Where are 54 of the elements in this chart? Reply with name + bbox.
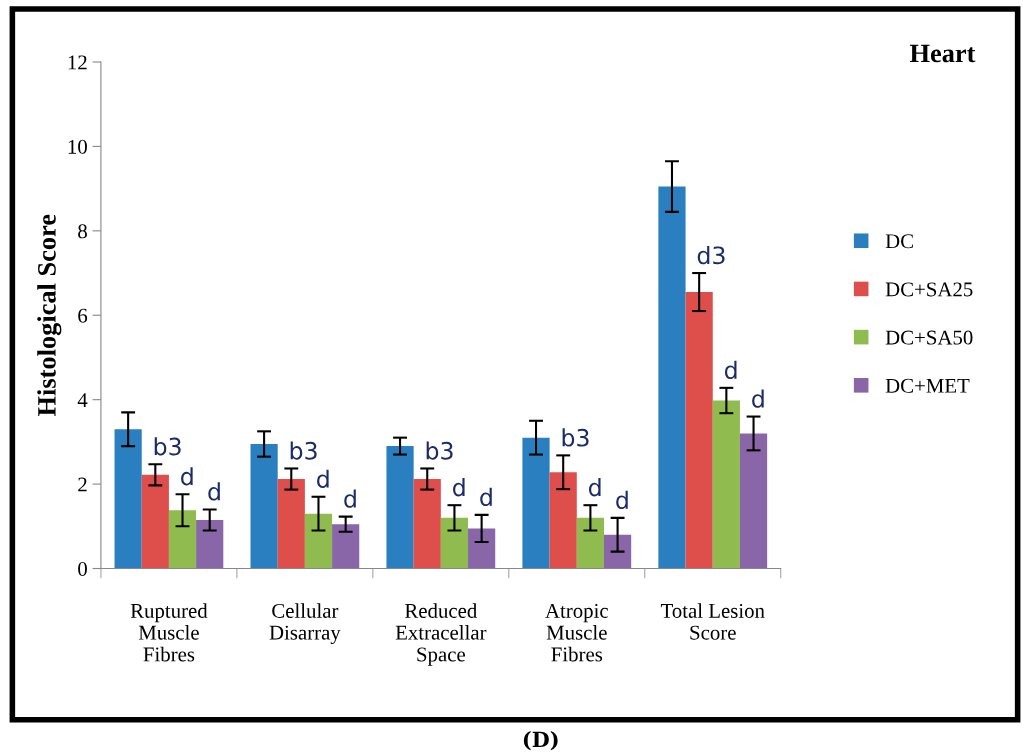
x-tick-label: Cellular Disarray [269,603,341,644]
legend-label: DC+MET [885,378,970,393]
y-axis-title: Histological Score [37,214,62,417]
bar [168,510,197,569]
x-tick-label: Reduced Extracellar Space [395,603,487,666]
data-label: d [453,478,465,497]
y-tick-label: 12 [68,55,87,70]
bar [304,513,333,569]
y-tick-label: 4 [77,393,88,407]
data-label: d [344,489,356,508]
data-label: d [588,478,601,497]
data-label: d [616,490,628,510]
text: (D) [523,731,558,751]
bar [685,292,713,569]
x-tick-label: Total Lesion Score [660,603,765,640]
legend-label: DC+SA50 [885,330,973,345]
y-tick-label: 2 [78,477,87,492]
data-label: b3 [154,437,181,456]
bar [386,446,414,569]
bar [739,433,768,569]
y-tick-label: 8 [78,224,87,239]
data-label: d [480,487,492,507]
data-label: d [208,482,220,501]
data-label: d3 [697,245,725,265]
bar [332,524,360,569]
data-label: d [317,469,329,488]
data-label: d [752,389,764,408]
data-label: d [724,360,737,380]
bar [712,400,740,569]
bar [114,429,142,569]
bar [603,534,632,569]
bar [522,437,550,569]
bar [196,519,224,569]
data-label: b3 [426,441,453,460]
data-label: b3 [290,441,317,460]
bar [250,443,278,569]
bar [549,472,577,569]
bar [440,517,469,569]
legend-label: DC [885,234,913,249]
x-tick-label: Atropic Muscle Fibres [545,603,608,662]
x-tick-label: Ruptured Muscle Fibres [130,603,208,662]
legend-label: DC+SA25 [885,282,973,297]
bar [413,479,441,569]
bar [658,186,686,569]
text: Heart [909,44,976,63]
bar [468,528,496,569]
bar [277,479,305,569]
y-tick-label: 6 [78,308,88,323]
y-tick-label: 0 [78,561,87,576]
bar [576,517,604,569]
data-label: d [181,467,193,486]
data-label: b3 [562,428,589,447]
y-tick-label: 10 [68,139,87,154]
bar [141,474,169,569]
